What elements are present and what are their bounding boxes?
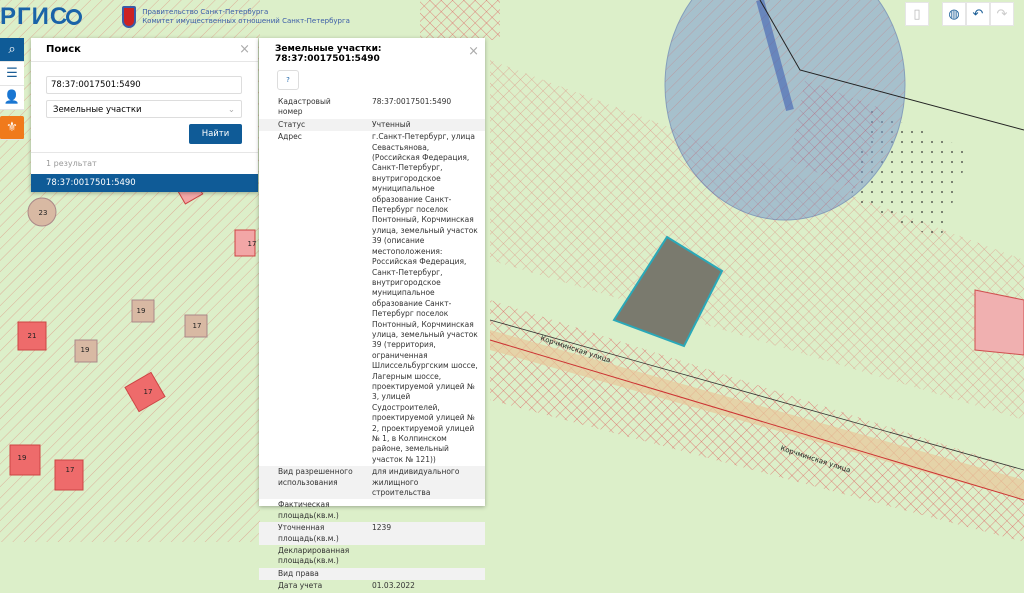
find-button[interactable]: Найти xyxy=(189,124,242,144)
table-row: Декларированная площадь(кв.м.) xyxy=(259,545,485,568)
attr-key: Декларированная площадь(кв.м.) xyxy=(278,546,350,566)
logo-magnifier-icon xyxy=(66,9,83,25)
redo-icon: ↷ xyxy=(996,6,1008,22)
undo-icon: ↶ xyxy=(972,6,984,22)
clipboard-tool: ▯ xyxy=(905,2,929,26)
attributes-table: Кадастровый номер 78:37:0017501:5490 Стат… xyxy=(259,96,485,593)
redo-button[interactable]: ↷ xyxy=(990,2,1014,26)
user-list-icon: 👤 xyxy=(3,90,21,105)
search-panel: Поиск × Земельные участки ⌄ Найти 1 резуль… xyxy=(31,38,258,192)
attr-value: 1239 xyxy=(372,523,392,533)
layer-select[interactable]: Земельные участки ⌄ xyxy=(46,100,242,118)
close-icon[interactable]: × xyxy=(468,44,479,59)
government-branding: Правительство Санкт-Петербурга Комитет им… xyxy=(122,6,350,28)
undo-button[interactable]: ↶ xyxy=(966,2,990,26)
table-row: Кадастровый номер 78:37:0017501:5490 xyxy=(259,96,485,119)
help-button[interactable]: ? xyxy=(277,70,299,90)
close-icon[interactable]: × xyxy=(239,42,250,57)
map-label: 19 xyxy=(137,307,146,315)
spb-crest-icon xyxy=(122,6,137,28)
map-label: 23 xyxy=(39,209,48,217)
map-label: 21 xyxy=(28,332,37,340)
map-label: 17 xyxy=(66,466,75,474)
selected-parcel[interactable] xyxy=(612,235,724,348)
rgis-logo: РГИС xyxy=(0,3,69,30)
attr-key: Вид разрешенного использования xyxy=(278,467,353,487)
left-toolbar: ⌕ ☰ 👤 ⚜ xyxy=(0,38,24,140)
attr-key: Дата учета xyxy=(278,581,323,591)
menu-icon: ☰ xyxy=(6,66,18,81)
user-list-button[interactable]: 👤 xyxy=(0,86,24,110)
attr-value: для индивидуального жилищного строительс… xyxy=(372,467,460,498)
info-title: Земельные участки: 78:37:0017501:5490 xyxy=(275,44,382,64)
map-label: 17 xyxy=(248,240,257,248)
result-count: 1 результат xyxy=(31,152,258,174)
parcel-info-panel: Земельные участки: 78:37:0017501:5490 × ?… xyxy=(259,38,485,590)
search-tool-button[interactable]: ⌕ xyxy=(0,38,24,62)
clipboard-button[interactable]: ▯ xyxy=(905,2,929,26)
right-toolbar: ◍ ↶ ↷ xyxy=(942,2,1014,26)
attr-key: Статус xyxy=(278,119,306,129)
header: РГИС Правительство Санкт-Петербурга Комит… xyxy=(0,0,350,34)
table-row: Фактическая площадь(кв.м.) xyxy=(259,499,485,522)
help-icon: ? xyxy=(286,76,290,84)
chevron-down-icon: ⌄ xyxy=(227,105,235,115)
gov-line-2: Комитет имущественных отношений Санкт-Пе… xyxy=(142,17,350,25)
map-label: 19 xyxy=(18,454,27,462)
table-row: Уточненная площадь(кв.м.) 1239 xyxy=(259,522,485,546)
attr-value: 01.03.2022 xyxy=(372,581,415,591)
search-input[interactable] xyxy=(46,76,242,94)
attr-value: Учтенный xyxy=(372,119,411,129)
attr-key: Уточненная площадь(кв.м.) xyxy=(278,523,339,543)
globe-button[interactable]: ◍ xyxy=(942,2,966,26)
result-item[interactable]: 78:37:0017501:5490 xyxy=(31,174,258,192)
map-label: 17 xyxy=(144,388,153,396)
attr-key: Вид права xyxy=(278,568,319,578)
attr-value xyxy=(354,568,485,580)
table-row: Дата учета 01.03.2022 xyxy=(259,580,485,592)
clipboard-icon: ▯ xyxy=(913,6,921,22)
table-row: Вид права xyxy=(259,567,485,581)
map-label: 17 xyxy=(193,322,202,330)
attr-value: г.Санкт-Петербург, улица Севастьянова, (… xyxy=(372,132,478,464)
attr-value xyxy=(354,499,485,522)
globe-icon: ◍ xyxy=(948,6,960,22)
spb-emblem-button[interactable]: ⚜ xyxy=(0,116,24,140)
attr-key: Адрес xyxy=(278,132,302,142)
gov-line-1: Правительство Санкт-Петербурга xyxy=(142,8,269,16)
table-row: Статус Учтенный xyxy=(259,118,485,132)
attr-key: Кадастровый номер xyxy=(278,97,331,117)
menu-button[interactable]: ☰ xyxy=(0,62,24,86)
layer-select-value: Земельные участки xyxy=(53,105,142,115)
attr-value: 78:37:0017501:5490 xyxy=(372,97,452,106)
table-row: Вид разрешенного использования для индиви… xyxy=(259,466,485,500)
spb-emblem-icon: ⚜ xyxy=(6,120,18,135)
search-title: Поиск xyxy=(46,44,81,55)
attr-value xyxy=(354,545,485,568)
search-icon: ⌕ xyxy=(8,42,16,57)
attr-key: Фактическая площадь(кв.м.) xyxy=(278,500,339,520)
map-label: 19 xyxy=(81,346,90,354)
table-row: Адрес г.Санкт-Петербург, улица Севастьяно… xyxy=(259,131,485,466)
